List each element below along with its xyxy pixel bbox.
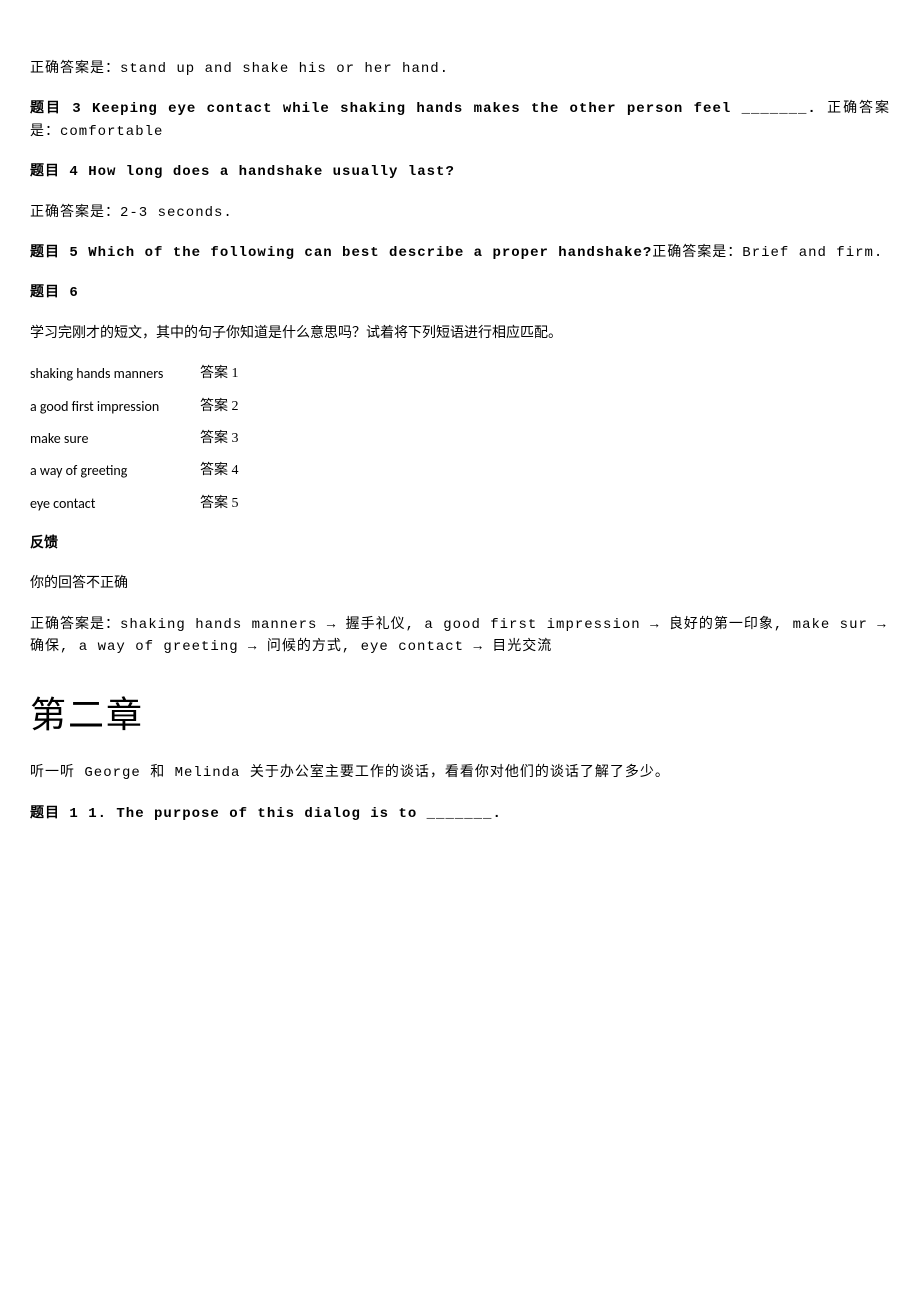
match-row: eye contact 答案 5 <box>30 493 890 515</box>
q5-answer-text: Brief and firm. <box>742 245 883 261</box>
match-row: shaking hands manners 答案 1 <box>30 363 890 385</box>
answer-prefix: 正确答案是： <box>30 61 120 77</box>
match-left: a way of greeting <box>30 460 200 482</box>
match-row: make sure 答案 3 <box>30 428 890 450</box>
q2-answer-text: stand up and shake his or her hand. <box>120 61 449 77</box>
q6-label: 题目 6 <box>30 282 890 304</box>
match-row: a way of greeting 答案 4 <box>30 460 890 482</box>
match-left: a good first impression <box>30 396 200 418</box>
match-right: 答案 5 <box>200 493 239 515</box>
match-left: eye contact <box>30 493 200 515</box>
q4-question: 题目 4 How long does a handshake usually l… <box>30 161 890 183</box>
feedback-title: 反馈 <box>30 533 890 555</box>
match-right: 答案 3 <box>200 428 239 450</box>
match-left: shaking hands manners <box>30 363 200 385</box>
chapter2-heading: 第二章 <box>30 687 890 745</box>
match-right: 答案 1 <box>200 363 239 385</box>
answer-prefix: 正确答案是： <box>652 245 742 261</box>
q2-answer-line: 正确答案是：stand up and shake his or her hand… <box>30 58 890 80</box>
chapter2-q1: 题目 1 1. The purpose of this dialog is to… <box>30 803 890 825</box>
feedback-incorrect: 你的回答不正确 <box>30 573 890 595</box>
match-right: 答案 4 <box>200 460 239 482</box>
match-left: make sure <box>30 428 200 450</box>
q4-answer-line: 正确答案是：2-3 seconds. <box>30 202 890 224</box>
feedback-correct-text: shaking hands manners → 握手礼仪, a good fir… <box>30 617 887 655</box>
feedback-correct-line: 正确答案是：shaking hands manners → 握手礼仪, a go… <box>30 614 890 659</box>
answer-prefix: 正确答案是： <box>30 617 120 633</box>
answer-prefix: 正确答案是： <box>30 205 120 221</box>
q3-answer-text: comfortable <box>60 124 163 140</box>
q3-question-text: Keeping eye contact while shaking hands … <box>92 101 817 117</box>
q5-question: 题目 5 Which of the following can best des… <box>30 245 652 261</box>
q4-answer-text: 2-3 seconds. <box>120 205 233 221</box>
q5-block: 题目 5 Which of the following can best des… <box>30 242 890 264</box>
q6-instruction: 学习完刚才的短文，其中的句子你知道是什么意思吗？试着将下列短语进行相应匹配。 <box>30 323 890 345</box>
q3-label: 题目 3 <box>30 101 92 117</box>
match-right: 答案 2 <box>200 396 239 418</box>
chapter2-instruction: 听一听 George 和 Melinda 关于办公室主要工作的谈话，看看你对他们… <box>30 762 890 784</box>
match-row: a good first impression 答案 2 <box>30 396 890 418</box>
q6-match-table: shaking hands manners 答案 1 a good first … <box>30 363 890 515</box>
q3-block: 题目 3 Keeping eye contact while shaking h… <box>30 98 890 143</box>
